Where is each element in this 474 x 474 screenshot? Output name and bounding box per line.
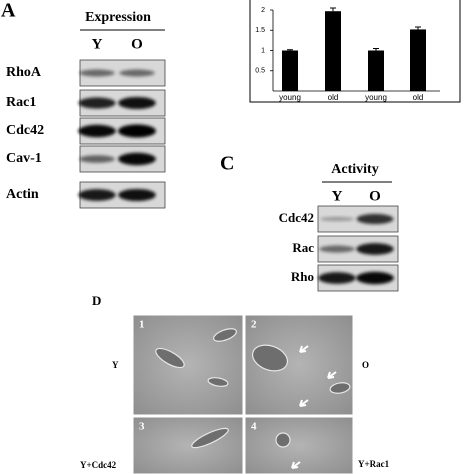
band	[79, 155, 115, 163]
arrow	[291, 461, 301, 469]
lane-label: O	[369, 188, 381, 204]
lane-label: O	[131, 36, 143, 52]
panel-header: Activity	[331, 162, 378, 177]
error-bar	[373, 47, 379, 51]
band	[319, 216, 355, 222]
condition-label: O	[362, 360, 369, 370]
image-number: 4	[251, 421, 257, 433]
error-bar	[287, 49, 293, 51]
y-tick-label: 2	[261, 7, 265, 14]
panel-label: A	[1, 0, 16, 22]
row-label: Rho	[291, 269, 314, 284]
band	[79, 69, 115, 77]
row-label: Rac	[292, 240, 314, 255]
band	[119, 69, 155, 77]
band	[118, 152, 156, 166]
micrograph	[244, 416, 354, 474]
bar	[325, 11, 341, 92]
x-tick-label: old	[328, 93, 339, 102]
condition-label: Y	[112, 360, 119, 370]
band	[319, 245, 355, 253]
condition-label: Y+Cdc42	[80, 460, 117, 470]
arrow	[299, 399, 309, 407]
band	[78, 189, 116, 201]
band	[356, 213, 394, 225]
band	[78, 124, 116, 138]
y-tick-label: 1	[261, 47, 265, 54]
error-bar	[330, 7, 336, 12]
y-tick-label: 1.5	[255, 27, 265, 34]
row-label: Cdc42	[279, 210, 314, 225]
band	[78, 97, 116, 109]
arrow	[327, 371, 337, 379]
band	[118, 188, 156, 202]
x-tick-label: old	[413, 93, 424, 102]
x-tick-label: young	[279, 93, 301, 102]
row-label: Actin	[6, 187, 39, 202]
cell	[251, 344, 289, 372]
arrow	[299, 345, 309, 353]
band	[318, 272, 356, 284]
lane-label: Y	[332, 188, 343, 204]
row-label: Cav-1	[6, 151, 42, 166]
cell	[275, 432, 291, 448]
lane-label: Y	[92, 36, 103, 52]
row-label: RhoA	[6, 65, 42, 80]
band	[118, 96, 156, 110]
panel-label: D	[92, 293, 101, 308]
chart-frame	[249, 0, 461, 103]
bar	[282, 50, 298, 91]
condition-label: Y+Rac1	[358, 459, 390, 469]
cell	[212, 328, 238, 342]
x-tick-label: young	[365, 93, 387, 102]
band	[356, 271, 394, 285]
bar	[410, 29, 426, 91]
image-number: 1	[139, 319, 145, 331]
panel-header: Expression	[85, 10, 151, 25]
cell	[207, 377, 229, 387]
cell	[329, 382, 351, 394]
band	[356, 243, 394, 255]
cell	[191, 427, 229, 449]
micrograph	[132, 416, 244, 474]
panel-label: C	[220, 153, 234, 175]
bar	[368, 50, 384, 91]
row-label: Rac1	[6, 95, 36, 110]
image-number: 2	[251, 319, 257, 331]
image-number: 3	[139, 421, 145, 433]
cell	[155, 347, 185, 369]
row-label: Cdc42	[6, 123, 44, 138]
error-bar	[415, 26, 421, 30]
band	[118, 124, 156, 138]
y-tick-label: 0.5	[255, 68, 265, 75]
